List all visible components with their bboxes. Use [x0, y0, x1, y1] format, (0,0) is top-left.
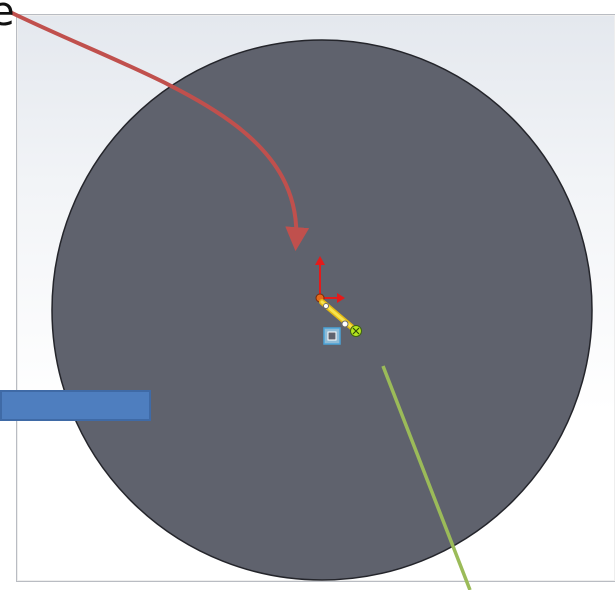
circular-part-face[interactable]: [51, 39, 593, 581]
origin-square-marker[interactable]: [323, 327, 341, 345]
coincident-mark-icon: [352, 327, 360, 335]
origin-triad[interactable]: [315, 256, 345, 303]
triad-x-arrowhead-icon: [337, 293, 345, 303]
blue-callout-box: [0, 390, 151, 421]
sketch-point-icon[interactable]: [341, 320, 349, 328]
green-callout-line: [381, 365, 472, 590]
sketch-segment[interactable]: [319, 299, 362, 337]
red-callout-arrow-icon: [9, 10, 310, 252]
triad-y-arrowhead-icon: [315, 256, 325, 265]
sketch-point-icon[interactable]: [323, 303, 329, 309]
partial-heading-text: e: [0, 0, 15, 35]
origin-square-inner-icon: [327, 331, 337, 341]
